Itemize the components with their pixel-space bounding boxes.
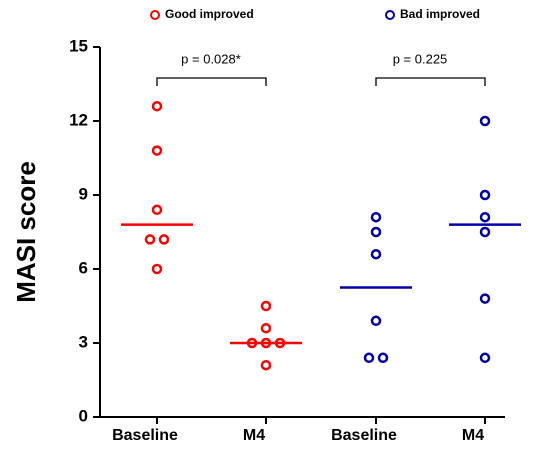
- point: [363, 352, 375, 364]
- point: [260, 359, 272, 371]
- point: [479, 293, 491, 304]
- point: [260, 300, 272, 312]
- y-tick-label: 9: [79, 184, 88, 203]
- y-tick-label: 12: [69, 110, 88, 129]
- y-tick-label: 15: [69, 36, 88, 55]
- p-value: p = 0.028*: [181, 51, 241, 66]
- point: [151, 100, 163, 112]
- point: [260, 322, 272, 334]
- point: [479, 226, 491, 238]
- point: [370, 248, 382, 260]
- y-axis-label: MASI score: [11, 161, 41, 303]
- point: [370, 211, 382, 223]
- point: [370, 315, 382, 327]
- bracket: [375, 77, 486, 86]
- point: [479, 211, 491, 223]
- p-value: p = 0.225: [393, 51, 448, 66]
- legend-marker: [385, 10, 395, 20]
- x-tick-label: Baseline: [112, 427, 178, 444]
- legend-label: Bad improved: [400, 7, 480, 21]
- point: [479, 115, 491, 127]
- legend-marker: [150, 10, 160, 20]
- point: [151, 263, 163, 275]
- x-tick-label: M4: [462, 427, 484, 444]
- x-tick-label: Baseline: [331, 427, 397, 444]
- point: [479, 189, 491, 201]
- point: [479, 352, 491, 364]
- y-tick-label: 3: [79, 332, 88, 351]
- point: [151, 204, 163, 216]
- point: [151, 145, 163, 156]
- y-tick-label: 6: [79, 258, 88, 277]
- point: [377, 352, 389, 364]
- y-tick-label: 0: [79, 406, 88, 425]
- point: [144, 234, 156, 245]
- point: [158, 234, 170, 245]
- x-tick-label: M4: [243, 427, 265, 444]
- point: [370, 226, 382, 238]
- legend-label: Good improved: [165, 7, 254, 21]
- bracket: [156, 77, 267, 86]
